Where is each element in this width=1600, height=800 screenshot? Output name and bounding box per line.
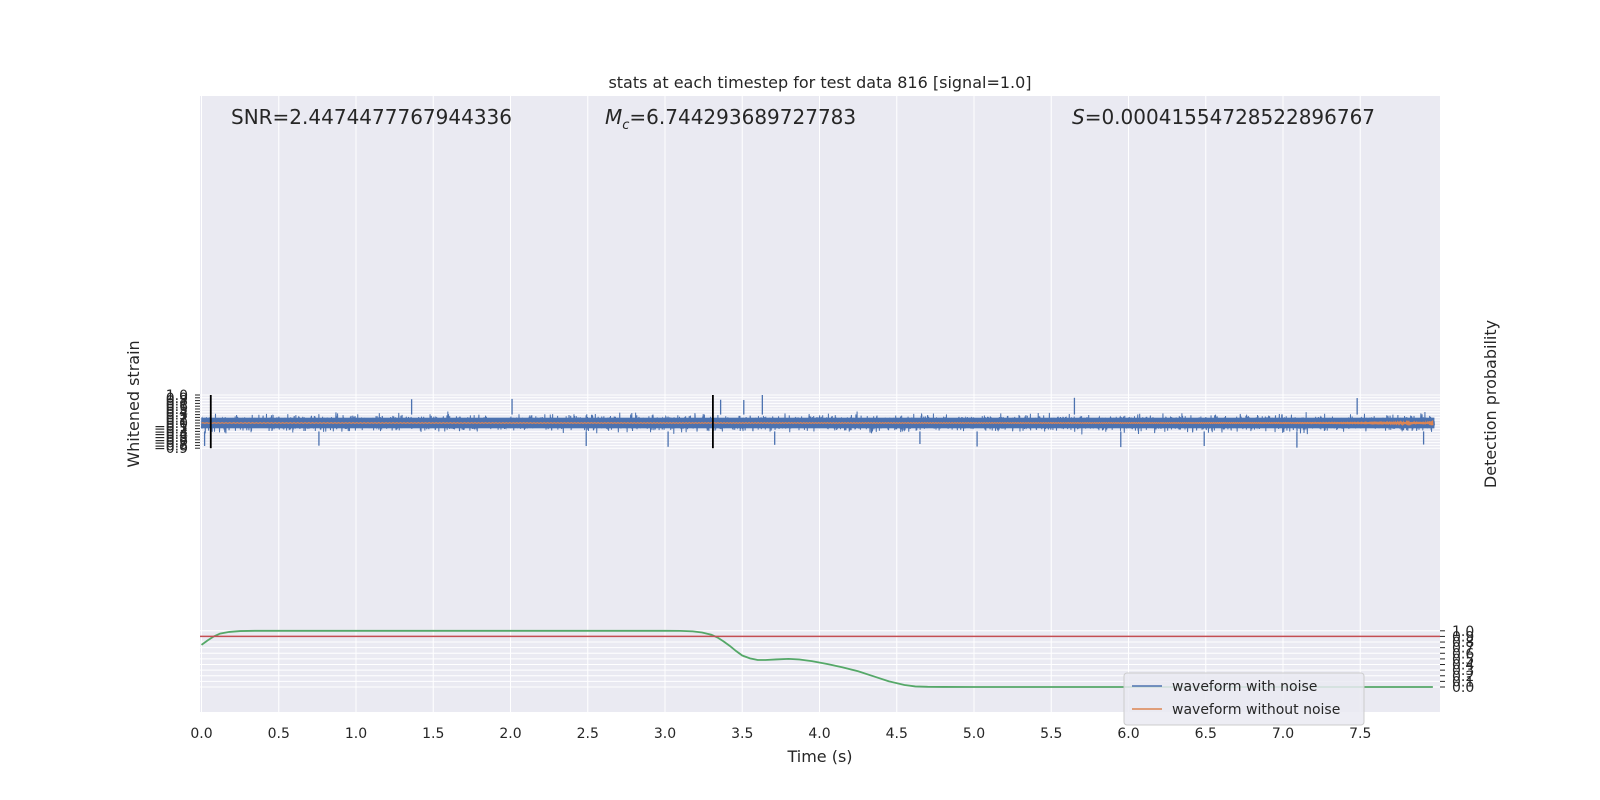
y-tick-label-left: −0.2	[154, 422, 188, 438]
y-tick-label-left: −0.1	[154, 419, 188, 435]
y-tick-label-left: 0.5	[166, 402, 188, 418]
s-symbol: S	[1072, 105, 1085, 129]
x-tick-label: 4.0	[808, 726, 830, 742]
legend: waveform with noise waveform without noi…	[1123, 672, 1365, 726]
y-tick-label-left: −0.3	[154, 424, 188, 440]
y-tick-label-left: 0.4	[166, 405, 188, 421]
s-annotation: S=0.00041554728522896767	[1072, 105, 1375, 129]
y-tick-label-left: −0.6	[154, 433, 188, 449]
legend-label-noise: waveform with noise	[1172, 679, 1317, 695]
axis-ticks: 0.0 0.5 1.0 1.5 2.0 2.5 3.0 3.5 4.0 4.5 5.0 5.5 6.0 6…	[154, 388, 1474, 742]
y-tick-label-left: 0.1	[166, 413, 188, 429]
x-tick-label: 3.0	[654, 726, 676, 742]
x-tick-label: 4.5	[886, 726, 908, 742]
y-tick-label-right: 0.1	[1452, 674, 1474, 690]
x-tick-label: 7.5	[1349, 726, 1371, 742]
y-tick-label-right: 0.9	[1452, 629, 1474, 645]
series-waveform-without-noise	[201, 419, 1434, 427]
y-tick-label-left: −0.8	[154, 438, 188, 454]
y-tick-label-left: −0.9	[154, 441, 188, 457]
x-tick-label: 5.5	[1040, 726, 1062, 742]
y-tick-label-left: 0.9	[166, 391, 188, 407]
chirp-mass-annotation: Mc=6.744293689727783	[605, 105, 856, 133]
x-tick-label: 2.5	[577, 726, 599, 742]
y-tick-label-left: 0.8	[166, 394, 188, 410]
chart-title: stats at each timestep for test data 816…	[608, 73, 1031, 92]
y-tick-label-right: 1.0	[1452, 624, 1474, 640]
y-tick-label-left: 0.7	[166, 396, 188, 412]
y-tick-label-right: 0.4	[1452, 658, 1474, 674]
y-tick-label-right: 0.0	[1452, 680, 1474, 696]
vertical-markers	[209, 395, 714, 449]
series-detection-probability	[200, 629, 1433, 688]
y-tick-label-left: 1.0	[166, 388, 188, 404]
y-tick-label-right: 0.2	[1452, 669, 1474, 685]
x-axis-label: Time (s)	[786, 747, 852, 766]
probability-line	[200, 629, 1433, 688]
y-tick-label-left: 0.3	[166, 408, 188, 424]
legend-box	[1123, 672, 1365, 726]
x-tick-label: 7.0	[1272, 726, 1294, 742]
y-tick-label-right: 0.8	[1452, 635, 1474, 651]
snr-annotation: SNR=2.4474477767944336	[231, 105, 512, 129]
y-tick-label-left: −0.4	[154, 427, 188, 443]
x-tick-label: 1.0	[345, 726, 367, 742]
x-tick-label: 6.0	[1117, 726, 1139, 742]
y-tick-label-right: 0.7	[1452, 641, 1474, 657]
y-tick-label-left: −0.5	[154, 430, 188, 446]
x-tick-label: 6.5	[1195, 726, 1217, 742]
chirp-mass-subscript: c	[622, 118, 629, 133]
x-tick-label: 5.0	[963, 726, 985, 742]
y-tick-label-left: 0.0	[166, 416, 188, 432]
gridlines	[200, 96, 1440, 712]
y-tick-label-right: 0.5	[1452, 652, 1474, 668]
y-tick-label-right: 0.6	[1452, 646, 1474, 662]
legend-label-clean: waveform without noise	[1172, 702, 1340, 718]
y-tick-label-right: 0.3	[1452, 663, 1474, 679]
x-tick-label: 3.5	[731, 726, 753, 742]
chirp-mass-symbol: M	[605, 105, 622, 129]
y-tick-label-left: 0.6	[166, 399, 188, 415]
y-tick-label-left: 0.2	[166, 410, 188, 426]
y-axis-label-right: Detection probability	[1481, 320, 1500, 488]
x-tick-label: 1.5	[422, 726, 444, 742]
x-tick-label: 2.0	[499, 726, 521, 742]
x-tick-label: 0.5	[268, 726, 290, 742]
y-axis-label-left: Whitened strain	[124, 340, 143, 467]
s-value: =0.00041554728522896767	[1085, 105, 1375, 129]
y-tick-label-left: −0.7	[154, 436, 188, 452]
chirp-mass-value: =6.744293689727783	[629, 105, 856, 129]
clean-waveform-line	[201, 419, 1434, 427]
x-tick-label: 0.0	[190, 726, 212, 742]
